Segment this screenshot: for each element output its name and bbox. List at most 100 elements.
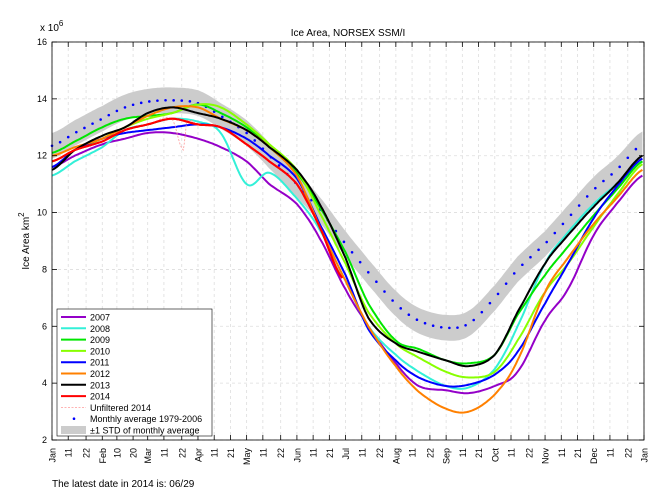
legend-label: 2007 bbox=[90, 313, 110, 323]
legend-label: 2009 bbox=[90, 335, 110, 345]
y-multiplier-label: x 106 bbox=[40, 19, 64, 34]
mean-dot bbox=[545, 240, 548, 244]
x-tick-label: Sep bbox=[442, 448, 452, 464]
x-tick-label: 20 bbox=[129, 448, 139, 458]
mean-dot bbox=[480, 310, 484, 314]
x-tick-label: 11 bbox=[309, 448, 319, 457]
x-tick-label: Nov bbox=[541, 448, 551, 465]
mean-dot bbox=[626, 156, 630, 160]
x-tick-label: 11 bbox=[605, 448, 615, 457]
series-line-2011 bbox=[51, 123, 643, 388]
mean-dot bbox=[253, 139, 257, 142]
mean-dot bbox=[383, 290, 386, 293]
mean-dot bbox=[58, 140, 62, 144]
mean-dot bbox=[350, 250, 354, 254]
mean-dot bbox=[618, 165, 621, 169]
x-tick-label: Jan bbox=[48, 448, 58, 463]
mean-dot bbox=[156, 99, 159, 102]
x-tick-label: May bbox=[242, 448, 252, 466]
mean-dot bbox=[423, 321, 427, 325]
legend-label: 2008 bbox=[90, 324, 110, 334]
mean-dot bbox=[123, 106, 127, 109]
mean-dot bbox=[464, 323, 467, 327]
mean-dot bbox=[164, 98, 167, 102]
mean-dot bbox=[610, 173, 613, 176]
mean-dot bbox=[107, 113, 111, 117]
mean-dot bbox=[391, 299, 394, 302]
mean-dot bbox=[431, 324, 435, 327]
x-tick-label: 22 bbox=[623, 448, 633, 458]
x-tick-label: 22 bbox=[177, 448, 187, 458]
x-tick-label: 21 bbox=[573, 448, 583, 458]
x-tick-label: Apr bbox=[193, 448, 203, 462]
mean-dot bbox=[634, 147, 638, 151]
mean-dot bbox=[66, 135, 70, 139]
x-tick-label: 10 bbox=[112, 448, 122, 458]
series-line-2013 bbox=[51, 106, 643, 368]
mean-dot bbox=[342, 240, 346, 244]
x-tick-label: Jun bbox=[292, 448, 302, 463]
y-tick-label: 4 bbox=[42, 378, 47, 388]
mean-dot bbox=[448, 326, 451, 330]
x-tick-label: Jul bbox=[341, 448, 351, 460]
std-band bbox=[52, 87, 643, 341]
mean-dot bbox=[115, 109, 119, 113]
y-tick-label: 16 bbox=[37, 37, 47, 47]
mean-dot bbox=[561, 222, 565, 226]
x-tick-label: Aug bbox=[391, 448, 401, 464]
y-tick-label: 8 bbox=[42, 264, 47, 274]
mean-dot bbox=[375, 280, 378, 283]
y-tick-label: 12 bbox=[37, 151, 47, 161]
mean-dot bbox=[496, 292, 500, 296]
mean-dot bbox=[139, 101, 143, 105]
y-axis-label: Ice Area km2 bbox=[17, 212, 32, 270]
legend-label: 2013 bbox=[90, 380, 110, 390]
x-tick-label: Feb bbox=[98, 448, 108, 464]
x-tick-label: 22 bbox=[425, 448, 435, 458]
mean-dot bbox=[399, 307, 403, 310]
mean-dot bbox=[407, 313, 411, 317]
x-tick-label: 22 bbox=[524, 448, 534, 458]
x-tick-label: 11 bbox=[408, 448, 418, 457]
x-tick-label: 22 bbox=[375, 448, 385, 458]
mean-dot bbox=[245, 131, 248, 135]
series-line-2014-top bbox=[51, 117, 344, 279]
series-lines bbox=[51, 103, 643, 414]
legend-swatch bbox=[61, 426, 86, 434]
legend-label: 2012 bbox=[90, 369, 110, 379]
x-tick-label: 22 bbox=[276, 448, 286, 458]
mean-dot bbox=[131, 103, 135, 107]
legend-label: 2014 bbox=[90, 392, 110, 402]
x-tick-label: 21 bbox=[325, 448, 335, 458]
x-tick-label: 11 bbox=[159, 448, 169, 457]
mean-dot bbox=[456, 326, 459, 329]
mean-dot bbox=[75, 130, 78, 134]
mean-dot bbox=[172, 99, 175, 102]
legend-label: 2010 bbox=[90, 346, 110, 356]
mean-dot bbox=[504, 282, 508, 285]
legend-swatch bbox=[72, 417, 76, 421]
mean-dot bbox=[91, 122, 94, 125]
mean-dot bbox=[537, 248, 540, 252]
x-tick-label: 22 bbox=[82, 448, 92, 458]
mean-dot bbox=[83, 126, 86, 130]
mean-dot bbox=[512, 272, 516, 275]
legend-label: 2011 bbox=[90, 358, 109, 368]
latest-date-text: The latest date in 2014 is: 06/29 bbox=[52, 479, 195, 490]
mean-dot bbox=[277, 164, 281, 167]
plot-frame bbox=[51, 41, 645, 441]
mean-dot bbox=[366, 270, 370, 274]
series-line-2012 bbox=[51, 105, 643, 414]
x-tick-label: Oct bbox=[490, 448, 500, 463]
legend-label: Monthly average 1979-2006 bbox=[90, 414, 202, 424]
mean-dot bbox=[585, 195, 589, 198]
x-tick-label: 11 bbox=[64, 448, 74, 457]
x-tick-label: 11 bbox=[507, 448, 517, 457]
mean-dot bbox=[439, 325, 443, 329]
std-band-area bbox=[52, 87, 643, 341]
x-tick-label: Dec bbox=[589, 448, 599, 465]
mean-dot bbox=[99, 118, 102, 121]
y-tick-label: 6 bbox=[42, 321, 47, 331]
